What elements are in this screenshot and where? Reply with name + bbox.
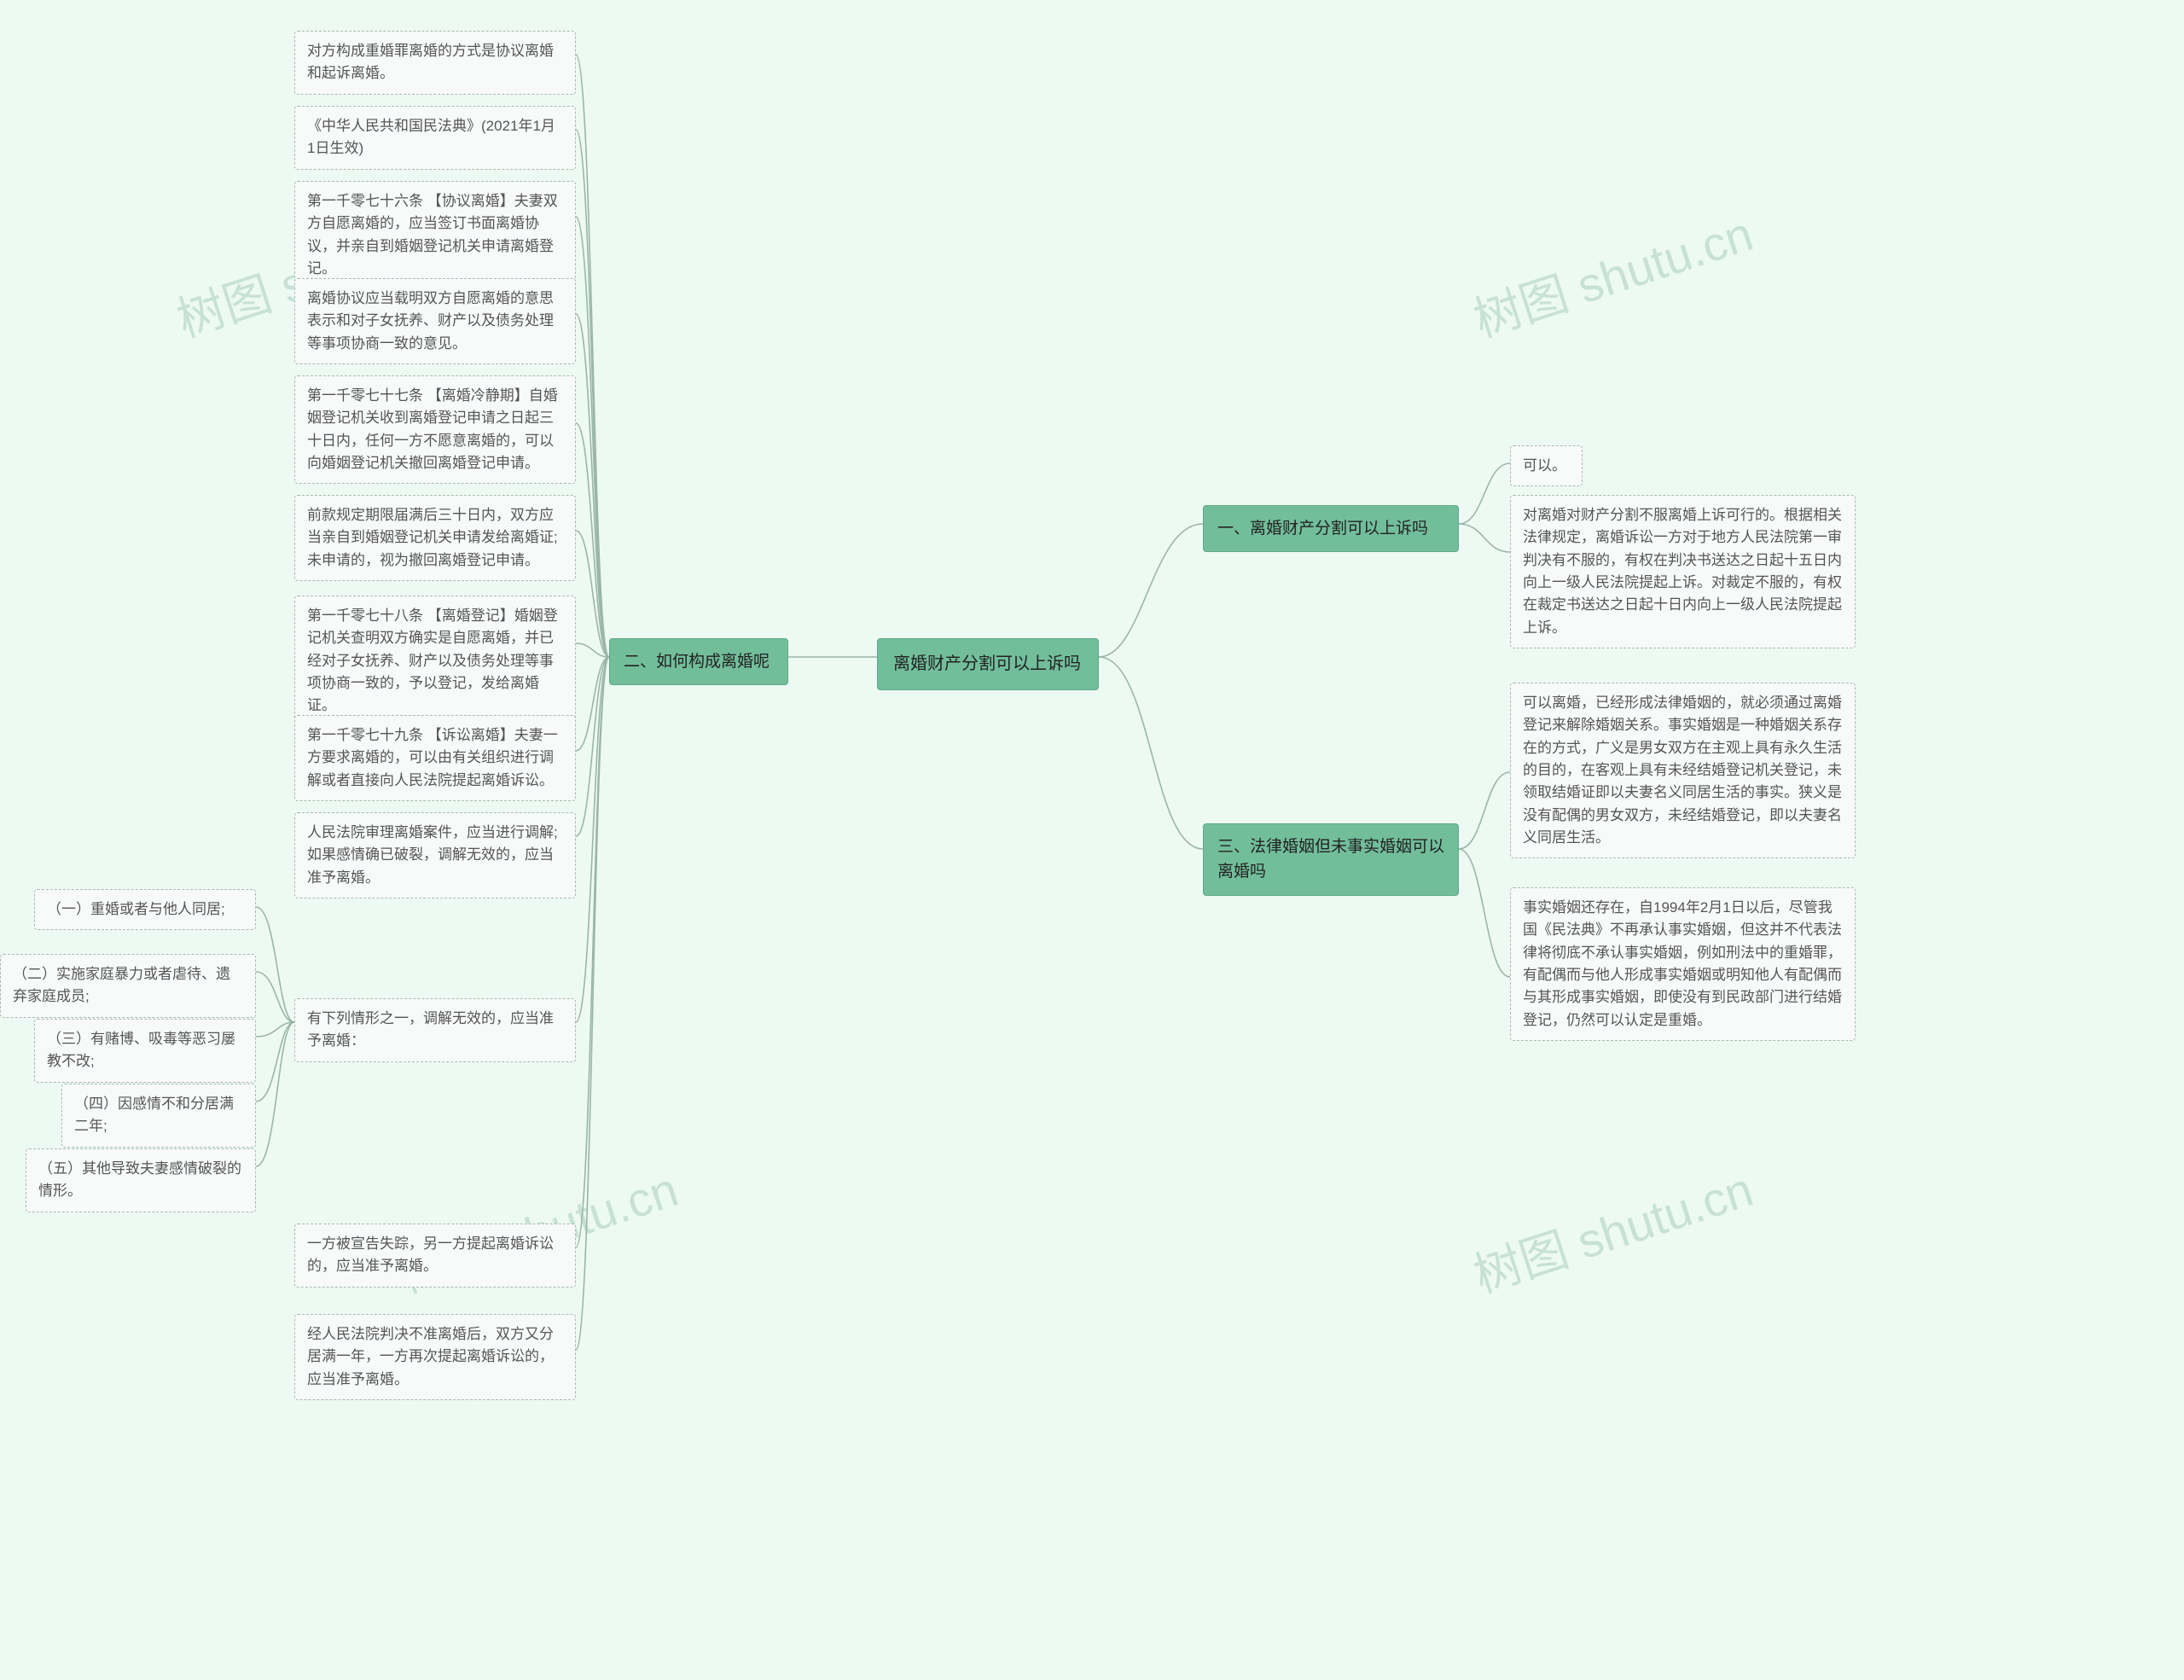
leaf-node[interactable]: 人民法院审理离婚案件，应当进行调解;如果感情确已破裂，调解无效的，应当准予离婚。: [294, 812, 576, 898]
branch-1[interactable]: 一、离婚财产分割可以上诉吗: [1203, 505, 1459, 552]
branch-2[interactable]: 二、如何构成离婚呢: [609, 638, 788, 685]
watermark: 树图 shutu.cn: [1464, 1152, 1761, 1307]
leaf-node[interactable]: 经人民法院判决不准离婚后，双方又分居满一年，一方再次提起离婚诉讼的，应当准予离婚…: [294, 1314, 576, 1400]
leaf-node[interactable]: 有下列情形之一，调解无效的，应当准予离婚：: [294, 998, 576, 1062]
leaf-node[interactable]: 可以。: [1510, 445, 1583, 486]
leaf-node[interactable]: 事实婚姻还存在，自1994年2月1日以后，尽管我国《民法典》不再承认事实婚姻，但…: [1510, 887, 1856, 1041]
leaf-node[interactable]: 对离婚对财产分割不服离婚上诉可行的。根据相关法律规定，离婚诉讼一方对于地方人民法…: [1510, 495, 1856, 648]
leaf-node[interactable]: 第一千零七十七条 【离婚冷静期】自婚姻登记机关收到离婚登记申请之日起三十日内，任…: [294, 375, 576, 484]
leaf-node[interactable]: （一）重婚或者与他人同居;: [34, 889, 256, 930]
leaf-node[interactable]: 前款规定期限届满后三十日内，双方应当亲自到婚姻登记机关申请发给离婚证;未申请的，…: [294, 495, 576, 581]
leaf-node[interactable]: （四）因感情不和分居满二年;: [61, 1084, 256, 1148]
watermark: 树图 shutu.cn: [1464, 196, 1761, 352]
leaf-node[interactable]: 对方构成重婚罪离婚的方式是协议离婚和起诉离婚。: [294, 31, 576, 95]
leaf-node[interactable]: （三）有赌博、吸毒等恶习屡教不改;: [34, 1019, 256, 1083]
leaf-node[interactable]: （二）实施家庭暴力或者虐待、遗弃家庭成员;: [0, 954, 256, 1018]
leaf-node[interactable]: 离婚协议应当载明双方自愿离婚的意思表示和对子女抚养、财产以及债务处理等事项协商一…: [294, 278, 576, 364]
leaf-node[interactable]: 第一千零七十九条 【诉讼离婚】夫妻一方要求离婚的，可以由有关组织进行调解或者直接…: [294, 715, 576, 801]
leaf-node[interactable]: （五）其他导致夫妻感情破裂的情形。: [26, 1148, 256, 1212]
branch-3[interactable]: 三、法律婚姻但未事实婚姻可以离婚吗: [1203, 823, 1459, 896]
leaf-node[interactable]: 一方被宣告失踪，另一方提起离婚诉讼的，应当准予离婚。: [294, 1224, 576, 1288]
leaf-node[interactable]: 第一千零七十六条 【协议离婚】夫妻双方自愿离婚的，应当签订书面离婚协议，并亲自到…: [294, 181, 576, 289]
root-node[interactable]: 离婚财产分割可以上诉吗: [877, 638, 1099, 690]
leaf-node[interactable]: 可以离婚，已经形成法律婚姻的，就必须通过离婚登记来解除婚姻关系。事实婚姻是一种婚…: [1510, 683, 1856, 858]
leaf-node[interactable]: 第一千零七十八条 【离婚登记】婚姻登记机关查明双方确实是自愿离婚，并已经对子女抚…: [294, 596, 576, 727]
leaf-node[interactable]: 《中华人民共和国民法典》(2021年1月1日生效): [294, 106, 576, 170]
